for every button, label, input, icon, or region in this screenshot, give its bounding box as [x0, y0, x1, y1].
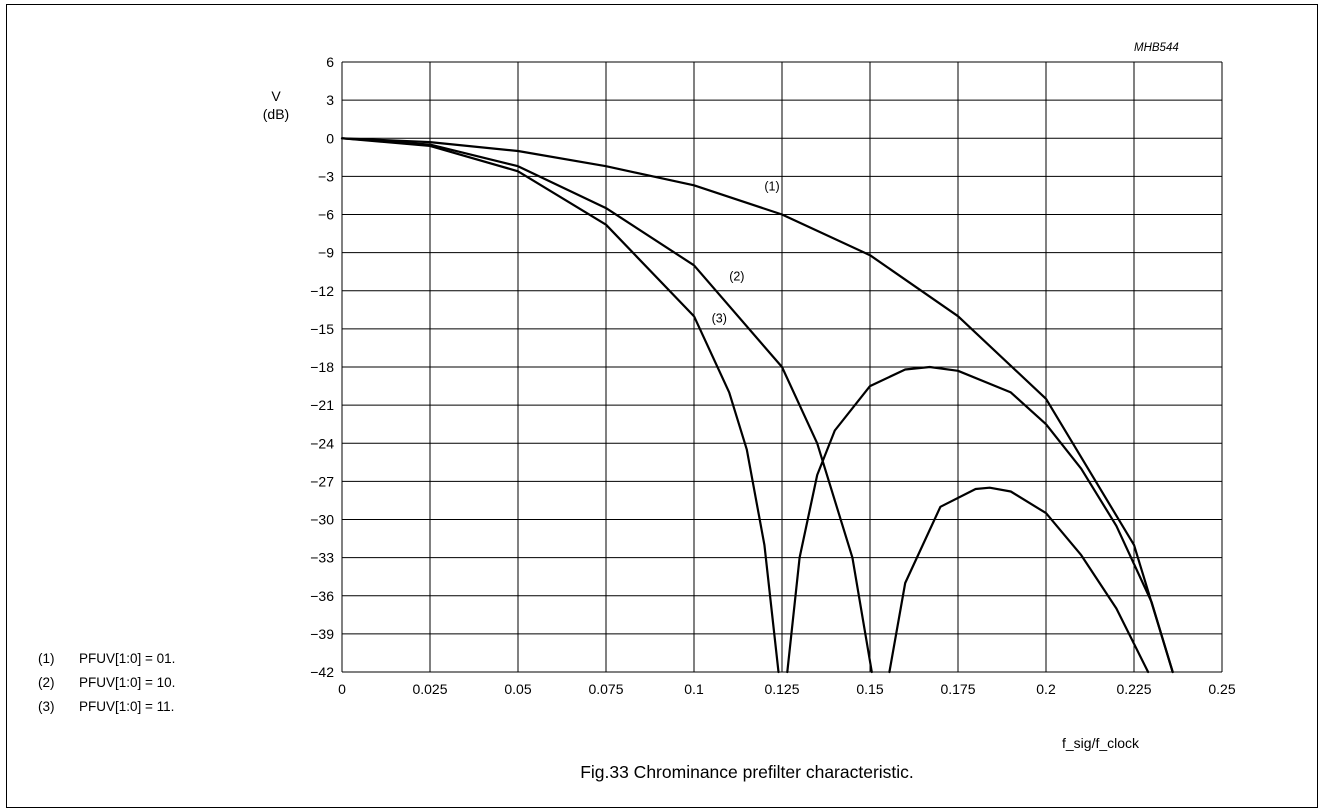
y-tick-label: −39: [310, 626, 334, 642]
note-item: (3) PFUV[1:0] = 11.: [38, 695, 175, 719]
series-line-1: [340, 137, 1174, 674]
x-tick-label: 0.25: [1208, 681, 1235, 697]
x-axis-label: f_sig/f_clock: [1062, 735, 1140, 751]
y-tick-label: −24: [310, 435, 334, 451]
x-tick-label: 0.1: [684, 681, 704, 697]
x-tick-label: 0.225: [1116, 681, 1151, 697]
series-label-1: (1): [764, 179, 779, 193]
series-line-2: [340, 137, 1174, 674]
figure-frame: [6, 4, 1318, 808]
y-axis-label-symbol: V: [271, 88, 281, 104]
x-tick-label: 0: [338, 681, 346, 697]
note-text: PFUV[1:0] = 11.: [79, 699, 175, 714]
y-tick-label: −15: [310, 321, 334, 337]
x-tick-label: 0.15: [856, 681, 883, 697]
note-item: (1) PFUV[1:0] = 01.: [38, 647, 175, 671]
y-tick-label: −6: [318, 207, 334, 223]
note-number: (1): [38, 651, 55, 666]
figure-code: MHB544: [1134, 42, 1179, 54]
y-axis-label-unit: (dB): [262, 106, 290, 122]
note-number: (3): [38, 699, 55, 714]
notes-list: (1) PFUV[1:0] = 01. (2) PFUV[1:0] = 10. …: [38, 647, 175, 719]
y-tick-label: −30: [310, 512, 334, 528]
note-text: PFUV[1:0] = 10.: [79, 675, 176, 690]
note-text: PFUV[1:0] = 01.: [79, 651, 176, 666]
series-line-3: [340, 137, 1150, 674]
y-tick-label: 6: [326, 54, 334, 70]
y-tick-label: −36: [310, 588, 334, 604]
x-tick-label: 0.175: [940, 681, 975, 697]
y-tick-label: −42: [310, 664, 334, 680]
y-tick-label: 0: [326, 130, 334, 146]
y-tick-label: −3: [318, 168, 334, 184]
y-axis-label: V (dB): [256, 87, 296, 123]
y-tick-label: 3: [326, 92, 334, 108]
figure-caption-wrap: Fig.33 Chrominance prefilter characteris…: [0, 762, 1324, 783]
y-tick-label: −33: [310, 550, 334, 566]
x-tick-label: 0.025: [412, 681, 447, 697]
x-tick-label: 0.2: [1036, 681, 1056, 697]
x-tick-label: 0.125: [764, 681, 799, 697]
y-tick-label: −18: [310, 359, 334, 375]
note-number: (2): [38, 675, 55, 690]
y-tick-label: −27: [310, 473, 334, 489]
x-tick-label: 0.075: [588, 681, 623, 697]
note-item: (2) PFUV[1:0] = 10.: [38, 671, 175, 695]
y-tick-label: −12: [310, 283, 334, 299]
x-tick-label: 0.05: [504, 681, 531, 697]
y-tick-label: −9: [318, 245, 334, 261]
series-label-3: (3): [712, 312, 727, 326]
series-label-2: (2): [729, 270, 744, 284]
y-tick-label: −21: [310, 397, 334, 413]
figure-caption: Fig.33 Chrominance prefilter characteris…: [580, 762, 914, 782]
